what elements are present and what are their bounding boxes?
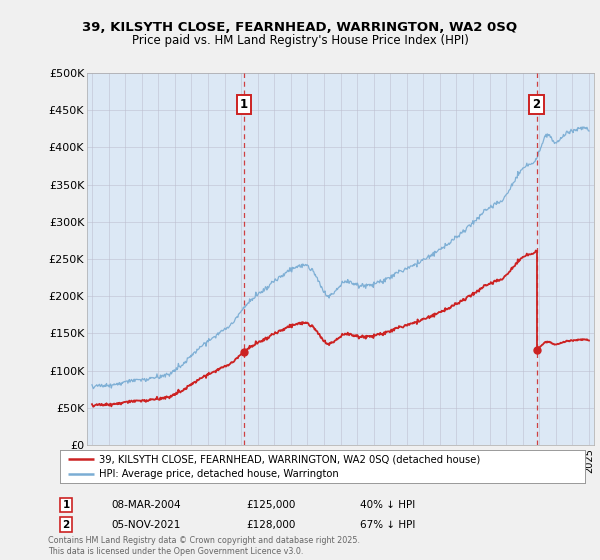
Text: Price paid vs. HM Land Registry's House Price Index (HPI): Price paid vs. HM Land Registry's House … <box>131 34 469 46</box>
Text: 08-MAR-2004: 08-MAR-2004 <box>111 500 181 510</box>
Text: HPI: Average price, detached house, Warrington: HPI: Average price, detached house, Warr… <box>100 469 339 479</box>
Text: 2: 2 <box>533 98 541 111</box>
Text: 1: 1 <box>240 98 248 111</box>
Text: 39, KILSYTH CLOSE, FEARNHEAD, WARRINGTON, WA2 0SQ (detached house): 39, KILSYTH CLOSE, FEARNHEAD, WARRINGTON… <box>100 454 481 464</box>
Text: 39, KILSYTH CLOSE, FEARNHEAD, WARRINGTON, WA2 0SQ: 39, KILSYTH CLOSE, FEARNHEAD, WARRINGTON… <box>82 21 518 34</box>
Text: 40% ↓ HPI: 40% ↓ HPI <box>360 500 415 510</box>
Text: 2: 2 <box>62 520 70 530</box>
Text: £128,000: £128,000 <box>246 520 295 530</box>
Text: Contains HM Land Registry data © Crown copyright and database right 2025.
This d: Contains HM Land Registry data © Crown c… <box>48 536 360 556</box>
Text: 67% ↓ HPI: 67% ↓ HPI <box>360 520 415 530</box>
Text: £125,000: £125,000 <box>246 500 295 510</box>
Text: 1: 1 <box>62 500 70 510</box>
Text: 05-NOV-2021: 05-NOV-2021 <box>111 520 181 530</box>
